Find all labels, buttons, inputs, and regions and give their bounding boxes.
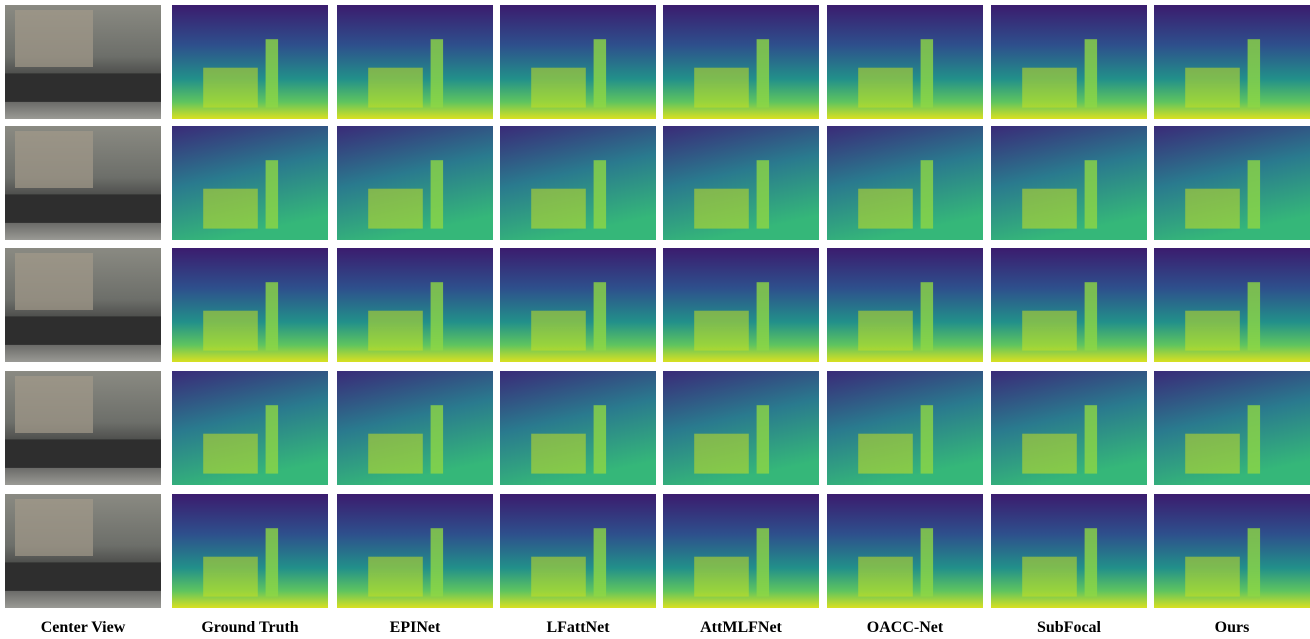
depth-object bbox=[594, 39, 606, 107]
depth-object bbox=[531, 311, 586, 351]
depth-object bbox=[757, 282, 769, 350]
depth-object bbox=[431, 528, 443, 596]
depth-object bbox=[266, 528, 278, 596]
depth-object bbox=[368, 68, 423, 108]
depth-object bbox=[1085, 39, 1097, 107]
column-label: LFattNet bbox=[546, 619, 610, 636]
depth-object bbox=[203, 189, 258, 229]
depth-object bbox=[1185, 189, 1240, 229]
column-label: SubFocal bbox=[1037, 619, 1102, 636]
figure: Center View Ground Truth EPINet LFattNet Att… bbox=[0, 0, 1310, 639]
depth-object bbox=[203, 68, 258, 108]
street bbox=[5, 562, 161, 591]
depth-object bbox=[431, 160, 443, 228]
depth-object bbox=[368, 557, 423, 597]
building bbox=[15, 376, 93, 433]
building bbox=[15, 10, 93, 67]
depth-object bbox=[266, 39, 278, 107]
depth-object bbox=[431, 282, 443, 350]
depth-object bbox=[858, 557, 913, 597]
depth-object bbox=[757, 160, 769, 228]
depth-object bbox=[757, 405, 769, 473]
depth-object bbox=[858, 434, 913, 474]
depth-object bbox=[1185, 434, 1240, 474]
depth-object bbox=[757, 528, 769, 596]
depth-object bbox=[203, 557, 258, 597]
street bbox=[5, 316, 161, 345]
depth-object bbox=[858, 68, 913, 108]
depth-object bbox=[594, 160, 606, 228]
depth-object bbox=[368, 189, 423, 229]
depth-object bbox=[1022, 68, 1077, 108]
building bbox=[15, 253, 93, 310]
depth-object bbox=[1185, 68, 1240, 108]
depth-object bbox=[1022, 557, 1077, 597]
depth-object bbox=[694, 68, 749, 108]
depth-object bbox=[594, 282, 606, 350]
depth-object bbox=[1085, 282, 1097, 350]
depth-object bbox=[266, 282, 278, 350]
depth-object bbox=[1085, 528, 1097, 596]
depth-object bbox=[1085, 405, 1097, 473]
column-label: Center View bbox=[41, 619, 126, 636]
depth-object bbox=[203, 434, 258, 474]
depth-object bbox=[757, 39, 769, 107]
depth-object bbox=[1185, 557, 1240, 597]
depth-object bbox=[921, 160, 933, 228]
street bbox=[5, 73, 161, 102]
depth-object bbox=[594, 405, 606, 473]
depth-object bbox=[266, 160, 278, 228]
depth-object bbox=[594, 528, 606, 596]
depth-object bbox=[368, 434, 423, 474]
depth-object bbox=[694, 434, 749, 474]
depth-object bbox=[1248, 160, 1260, 228]
image-grid bbox=[5, 5, 1310, 608]
depth-object bbox=[1185, 311, 1240, 351]
depth-object bbox=[1248, 282, 1260, 350]
depth-object bbox=[1248, 39, 1260, 107]
depth-object bbox=[431, 405, 443, 473]
depth-object bbox=[531, 68, 586, 108]
column-label: OACC-Net bbox=[867, 619, 944, 636]
depth-object bbox=[694, 557, 749, 597]
depth-object bbox=[921, 528, 933, 596]
depth-object bbox=[1248, 405, 1260, 473]
building bbox=[15, 131, 93, 188]
column-label: Ours bbox=[1215, 619, 1250, 636]
column-label: EPINet bbox=[390, 619, 441, 636]
depth-object bbox=[531, 557, 586, 597]
depth-object bbox=[1022, 311, 1077, 351]
depth-object bbox=[921, 282, 933, 350]
depth-object bbox=[858, 189, 913, 229]
street bbox=[5, 194, 161, 223]
depth-object bbox=[694, 189, 749, 229]
depth-object bbox=[431, 39, 443, 107]
depth-object bbox=[203, 311, 258, 351]
column-label: AttMLFNet bbox=[700, 619, 782, 636]
depth-object bbox=[921, 39, 933, 107]
column-labels: Center View Ground Truth EPINet LFattNet Att… bbox=[41, 619, 1250, 636]
depth-object bbox=[368, 311, 423, 351]
depth-object bbox=[531, 434, 586, 474]
depth-object bbox=[921, 405, 933, 473]
column-label: Ground Truth bbox=[201, 619, 298, 636]
depth-object bbox=[1248, 528, 1260, 596]
depth-object bbox=[694, 311, 749, 351]
building bbox=[15, 499, 93, 556]
depth-object bbox=[1022, 434, 1077, 474]
depth-object bbox=[1085, 160, 1097, 228]
depth-object bbox=[858, 311, 913, 351]
street bbox=[5, 439, 161, 468]
depth-object bbox=[531, 189, 586, 229]
depth-object bbox=[266, 405, 278, 473]
depth-object bbox=[1022, 189, 1077, 229]
